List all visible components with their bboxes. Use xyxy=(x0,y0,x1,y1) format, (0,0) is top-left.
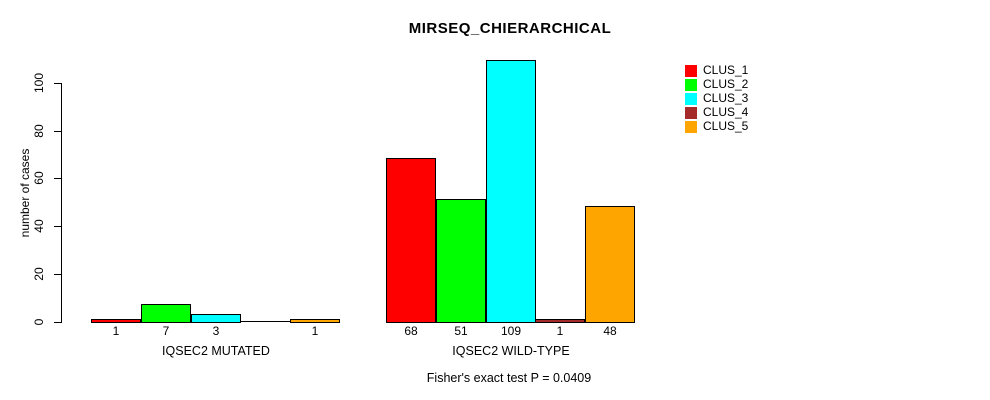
annotation-fisher-test: Fisher's exact test P = 0.0409 xyxy=(426,371,592,385)
y-tick-label: 20 xyxy=(32,267,46,281)
bar-CLUS_3 xyxy=(486,60,536,323)
bar-value-label: 1 xyxy=(311,324,319,338)
bar-CLUS_4 xyxy=(535,319,585,323)
y-axis-line xyxy=(61,83,62,323)
y-tick xyxy=(54,83,61,84)
bar-value-label: 68 xyxy=(404,324,418,338)
bar-CLUS_5 xyxy=(290,319,340,323)
y-tick xyxy=(54,322,61,323)
bar-CLUS_2 xyxy=(141,304,191,323)
bar-value-label: 51 xyxy=(454,324,468,338)
y-tick-label: 0 xyxy=(32,318,46,326)
bar-value-label: 1 xyxy=(556,324,564,338)
y-tick-label: 80 xyxy=(32,124,46,138)
bar-CLUS_3 xyxy=(191,314,241,323)
x-group-label: IQSEC2 MUTATED xyxy=(162,344,270,358)
y-tick-label: 60 xyxy=(32,171,46,185)
bar-CLUS_2 xyxy=(436,199,486,323)
bar-CLUS_4-zero xyxy=(240,321,290,322)
y-tick xyxy=(54,226,61,227)
bar-CLUS_1 xyxy=(91,319,141,323)
y-tick xyxy=(54,274,61,275)
bar-value-label: 7 xyxy=(162,324,170,338)
y-tick xyxy=(54,178,61,179)
bar-value-label: 109 xyxy=(500,324,522,338)
bar-value-label: 1 xyxy=(112,324,120,338)
y-tick-label: 100 xyxy=(32,72,46,94)
y-tick xyxy=(54,131,61,132)
bar-value-label: 3 xyxy=(212,324,220,338)
chart-title: MIRSEQ_CHIERARCHICAL xyxy=(408,20,612,37)
bar-CLUS_5 xyxy=(585,206,635,323)
x-group-label: IQSEC2 WILD-TYPE xyxy=(452,344,570,358)
bar-CLUS_1 xyxy=(386,158,436,323)
y-tick-label: 40 xyxy=(32,219,46,233)
bar-value-label: 48 xyxy=(603,324,617,338)
